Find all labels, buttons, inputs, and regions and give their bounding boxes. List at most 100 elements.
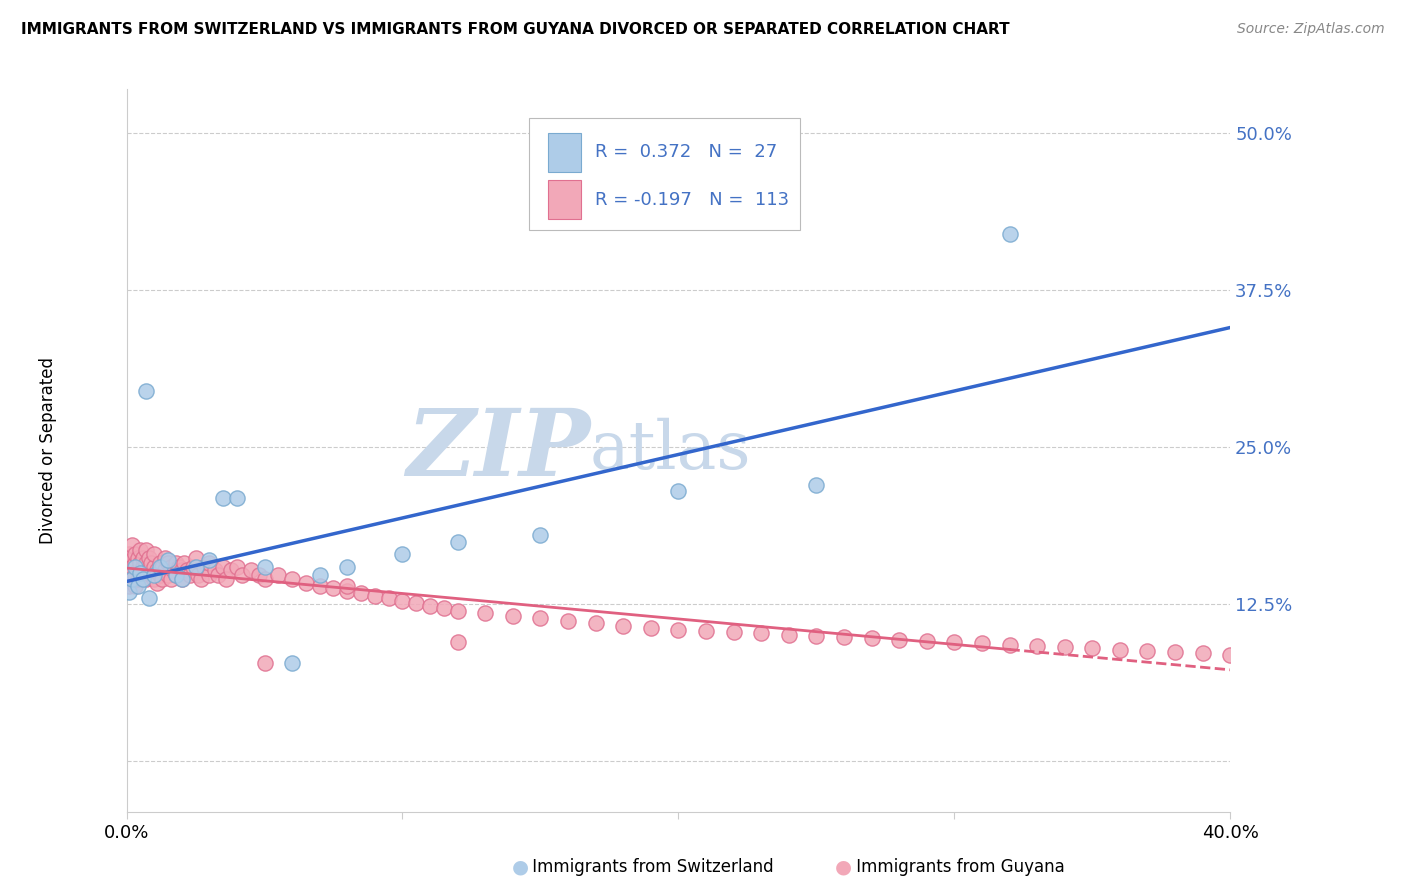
Point [998,227,1021,241]
Point [970,636,993,650]
FancyBboxPatch shape [530,118,800,230]
Point [135,543,157,558]
Point [127,578,149,592]
Point [749,626,772,640]
Point [193,559,215,574]
Point [433,601,456,615]
Point [146,564,169,578]
Point [198,553,221,567]
Text: ●: ● [512,857,529,877]
Point [179,568,201,582]
Point [143,547,166,561]
Point [225,559,249,574]
Point [141,556,163,570]
Point [124,568,146,582]
Point [165,568,187,582]
Point [118,547,141,561]
Point [204,564,226,578]
Point [377,591,399,606]
Point [364,589,387,603]
Point [170,572,193,586]
Point [156,553,179,567]
Point [239,564,262,578]
Point [832,630,855,644]
Point [135,556,157,570]
Point [129,556,152,570]
Point [156,568,179,582]
Point [132,572,155,586]
Point [529,528,551,542]
Point [190,572,212,586]
Point [915,633,938,648]
Point [231,568,253,582]
Point [502,608,524,623]
Point [419,599,441,613]
Point [529,611,551,625]
Point [132,572,155,586]
Point [146,576,169,591]
Point [585,616,607,631]
Point [1219,648,1241,662]
Point [860,632,883,646]
Point [225,491,249,505]
Point [253,559,276,574]
Point [198,556,221,570]
Point [121,559,143,574]
Point [170,572,193,586]
Point [889,632,911,647]
Point [181,559,204,574]
Point [391,547,413,561]
Point [118,584,141,599]
Point [129,543,152,558]
Point [253,572,276,586]
Point [447,604,470,618]
Point [121,568,143,582]
Point [156,556,179,570]
Text: Immigrants from Guyana: Immigrants from Guyana [851,858,1064,876]
Text: ZIP: ZIP [406,406,591,495]
Point [666,484,689,499]
Point [350,586,373,600]
Point [159,572,181,586]
Point [121,553,143,567]
Point [695,624,717,638]
Text: atlas: atlas [591,417,752,483]
Point [152,559,174,574]
Point [165,568,187,582]
Point [184,559,207,574]
Point [187,568,209,582]
Point [132,559,155,574]
Point [336,559,359,574]
Point [1136,644,1159,658]
Point [998,638,1021,652]
Point [405,596,427,610]
Point [447,635,470,649]
Text: Immigrants from Switzerland: Immigrants from Switzerland [527,858,773,876]
Point [159,559,181,574]
Point [806,629,828,643]
Text: ●: ● [835,857,852,877]
Point [612,619,634,633]
Point [295,576,318,591]
Bar [548,179,581,219]
Point [391,593,413,607]
Point [138,591,160,606]
Point [173,556,195,570]
Point [118,559,141,574]
Point [215,572,238,586]
Point [474,606,496,620]
Point [127,572,149,586]
Point [207,568,229,582]
Point [281,572,304,586]
Point [308,578,330,592]
Point [557,614,579,628]
Point [447,534,470,549]
Text: R = -0.197   N =  113: R = -0.197 N = 113 [595,191,789,209]
Point [723,625,745,640]
Text: IMMIGRANTS FROM SWITZERLAND VS IMMIGRANTS FROM GUYANA DIVORCED OR SEPARATED CORR: IMMIGRANTS FROM SWITZERLAND VS IMMIGRANT… [21,22,1010,37]
Point [1026,639,1049,653]
Point [121,572,143,586]
Point [124,556,146,570]
Point [221,564,243,578]
Point [135,572,157,586]
